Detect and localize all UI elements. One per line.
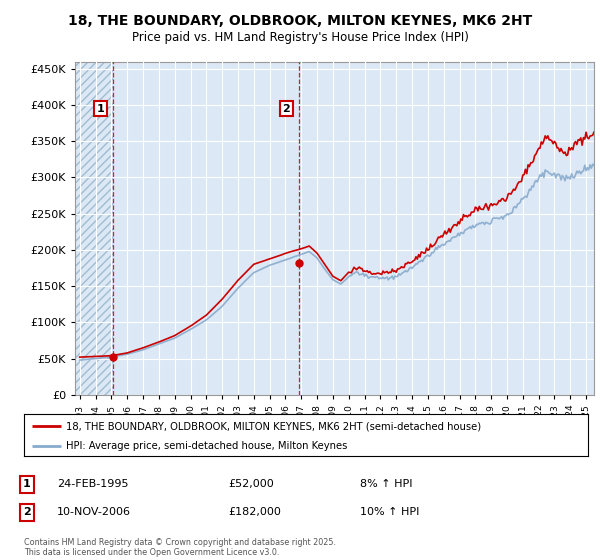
- Text: £52,000: £52,000: [228, 479, 274, 489]
- Text: 24-FEB-1995: 24-FEB-1995: [57, 479, 128, 489]
- Text: 10% ↑ HPI: 10% ↑ HPI: [360, 507, 419, 517]
- Text: HPI: Average price, semi-detached house, Milton Keynes: HPI: Average price, semi-detached house,…: [66, 441, 347, 451]
- Text: £182,000: £182,000: [228, 507, 281, 517]
- Text: 10-NOV-2006: 10-NOV-2006: [57, 507, 131, 517]
- Text: 2: 2: [283, 104, 290, 114]
- Text: 18, THE BOUNDARY, OLDBROOK, MILTON KEYNES, MK6 2HT (semi-detached house): 18, THE BOUNDARY, OLDBROOK, MILTON KEYNE…: [66, 421, 481, 431]
- Text: 1: 1: [23, 479, 31, 489]
- Text: 8% ↑ HPI: 8% ↑ HPI: [360, 479, 413, 489]
- Text: 18, THE BOUNDARY, OLDBROOK, MILTON KEYNES, MK6 2HT: 18, THE BOUNDARY, OLDBROOK, MILTON KEYNE…: [68, 14, 532, 28]
- Text: 1: 1: [97, 104, 104, 114]
- Text: 2: 2: [23, 507, 31, 517]
- Text: Price paid vs. HM Land Registry's House Price Index (HPI): Price paid vs. HM Land Registry's House …: [131, 31, 469, 44]
- Text: Contains HM Land Registry data © Crown copyright and database right 2025.
This d: Contains HM Land Registry data © Crown c…: [24, 538, 336, 557]
- Bar: [75, 62, 113, 395]
